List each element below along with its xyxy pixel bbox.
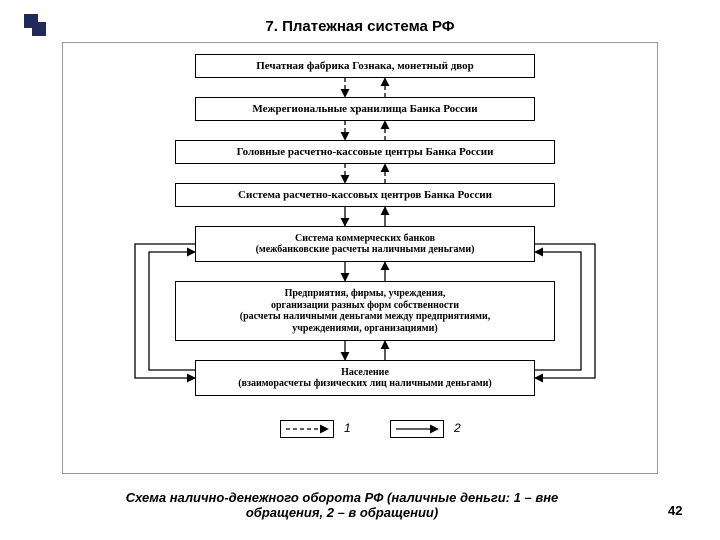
- node-head-centers: Головные расчетно-кассовые центры Банка …: [175, 140, 555, 164]
- node-center-system: Система расчетно-кассовых центров Банка …: [175, 183, 555, 207]
- node-commercial-banks: Система коммерческих банков(межбанковски…: [195, 226, 535, 262]
- caption-line-2: обращения, 2 – в обращении): [246, 505, 438, 520]
- caption-line-1: Схема налично-денежного оборота РФ (нали…: [126, 490, 559, 505]
- page-number: 42: [668, 503, 682, 518]
- legend-label-1: 1: [344, 421, 351, 435]
- node-enterprises: Предприятия, фирмы, учреждения,организац…: [175, 281, 555, 341]
- slide-title: 7. Платежная система РФ: [0, 18, 720, 35]
- legend-box-2: [390, 420, 444, 438]
- caption: Схема налично-денежного оборота РФ (нали…: [62, 490, 622, 520]
- legend-box-1: [280, 420, 334, 438]
- node-goznak: Печатная фабрика Гознака, монетный двор: [195, 54, 535, 78]
- node-population: Население(взаиморасчеты физических лиц н…: [195, 360, 535, 396]
- legend-label-2: 2: [454, 421, 461, 435]
- node-storages: Межрегиональные хранилища Банка России: [195, 97, 535, 121]
